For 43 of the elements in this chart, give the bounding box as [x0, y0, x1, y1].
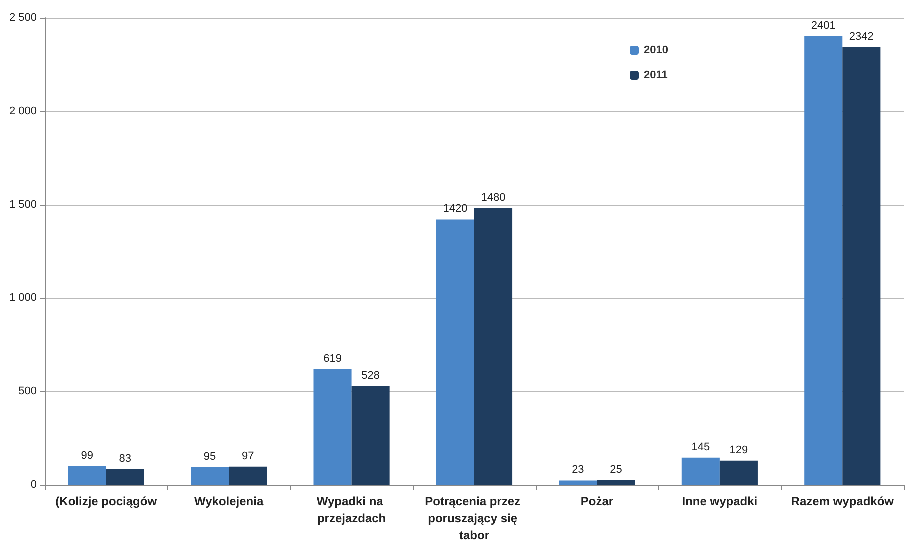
bar [436, 220, 474, 485]
data-label: 95 [204, 450, 216, 463]
data-label: 23 [572, 464, 584, 476]
y-tick-label: 2 000 [9, 105, 37, 118]
bar [842, 48, 881, 485]
bar [229, 466, 268, 485]
data-label: 145 [692, 441, 710, 454]
x-tick-label: Wykolejenia [194, 494, 264, 508]
legend-label: 2010 [644, 44, 668, 56]
y-tick-label: 2 500 [9, 12, 37, 24]
data-label: 619 [324, 352, 342, 365]
data-label: 99 [81, 450, 94, 462]
x-tick-label: Inne wypadki [682, 494, 758, 508]
data-label: 2401 [811, 20, 836, 32]
data-label: 1480 [481, 192, 506, 204]
bar [720, 460, 758, 485]
bar [191, 467, 230, 485]
bar [559, 480, 598, 485]
legend-label: 2011 [644, 70, 668, 82]
y-tick-label: 1 500 [9, 198, 37, 211]
bar [314, 369, 352, 485]
data-label: 129 [730, 444, 748, 456]
y-tick-label: 1 000 [9, 292, 37, 304]
x-tick-label: Razem wypadków [791, 494, 895, 508]
y-tick-label: 0 [30, 479, 37, 491]
bar [597, 480, 636, 485]
x-tick-label: (Kolizje pociągów [56, 494, 158, 508]
data-label: 528 [362, 370, 380, 382]
bar [804, 36, 843, 485]
bar [682, 458, 720, 485]
data-label: 1420 [443, 203, 468, 216]
bar [106, 469, 144, 485]
x-tick-label: Potrącenia przez poruszający się tabor [425, 494, 524, 542]
bar [474, 208, 513, 485]
data-label: 25 [610, 464, 622, 476]
x-tick-label: Pożar [580, 494, 614, 508]
x-tick-label: Wypadki na przejazdach [316, 494, 387, 526]
data-label: 83 [119, 452, 132, 465]
bar [68, 466, 106, 485]
data-label: 97 [242, 450, 254, 462]
data-label: 2342 [849, 31, 874, 44]
y-tick-label: 500 [18, 386, 37, 398]
bar [352, 386, 390, 485]
